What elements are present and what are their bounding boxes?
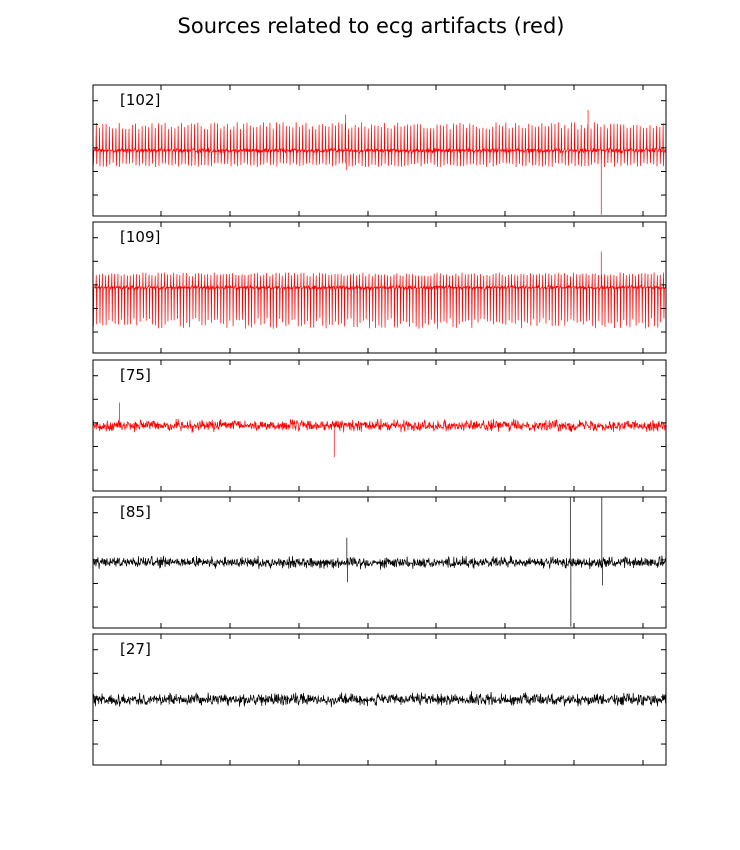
- signal-trace: [93, 251, 666, 329]
- panel-frame: [92, 496, 667, 629]
- panel-3: [75]: [92, 359, 667, 492]
- signal-trace: [93, 402, 666, 457]
- panel-4: [85]: [92, 496, 667, 629]
- panel-label: [102]: [120, 91, 160, 109]
- panel-label: [85]: [120, 503, 151, 521]
- panel-frame: [92, 84, 667, 217]
- panel-frame: [92, 221, 667, 354]
- panel-label: [109]: [120, 228, 160, 246]
- panel-2: [109]: [92, 221, 667, 354]
- signal-trace: [93, 109, 666, 215]
- signal-trace: [93, 497, 666, 627]
- chart-title: Sources related to ecg artifacts (red): [177, 14, 565, 38]
- panel-frame: [92, 633, 667, 766]
- panel-1: [102]: [92, 84, 667, 217]
- panel-frame: [92, 359, 667, 492]
- panel-label: [27]: [120, 640, 151, 658]
- panel-label: [75]: [120, 366, 151, 384]
- signal-trace: [93, 691, 666, 708]
- panel-5: [27]: [92, 633, 667, 766]
